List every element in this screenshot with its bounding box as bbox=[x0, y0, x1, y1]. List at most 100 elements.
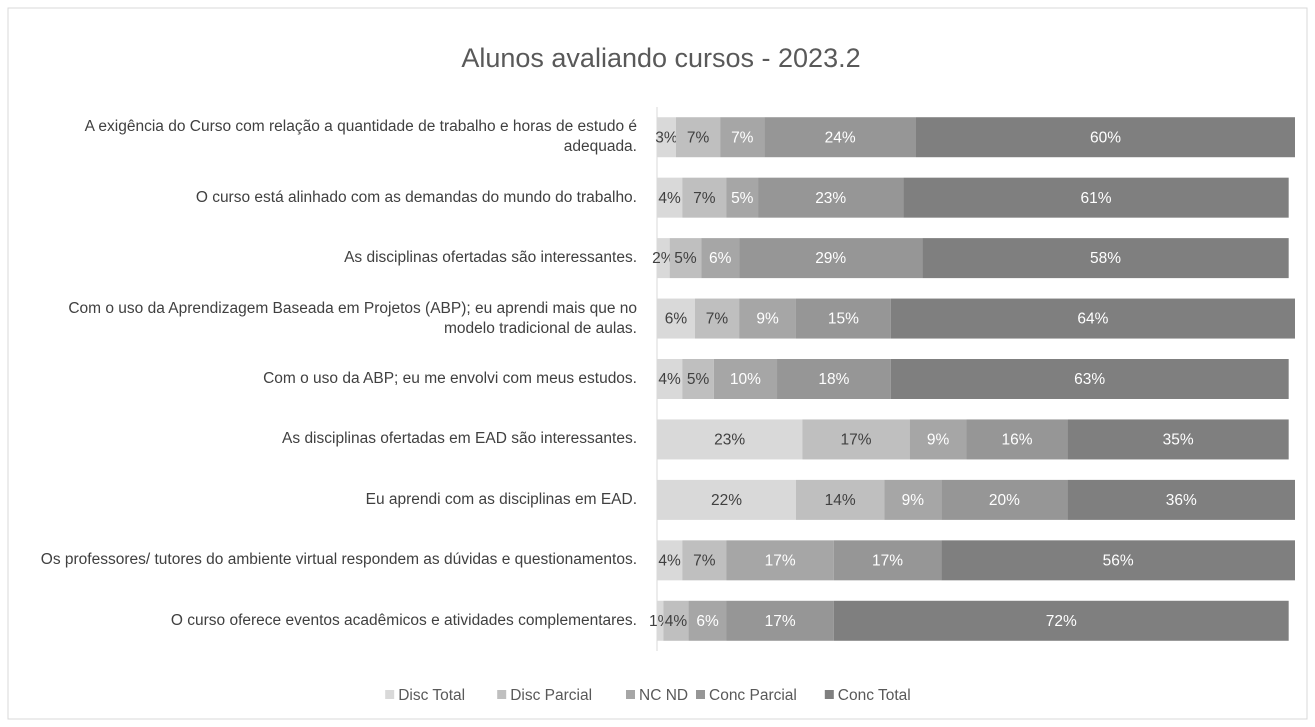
data-label: 9% bbox=[902, 492, 925, 509]
bar-segment bbox=[802, 419, 910, 460]
bar-segment bbox=[890, 298, 1295, 339]
data-label: 5% bbox=[687, 371, 710, 388]
bar-segment bbox=[657, 540, 683, 581]
bar-segment bbox=[694, 298, 740, 339]
bar-segment bbox=[657, 600, 664, 641]
data-label: 23% bbox=[815, 190, 846, 207]
data-label: 24% bbox=[825, 129, 856, 146]
bar-segment bbox=[915, 117, 1295, 158]
bar-segment bbox=[657, 298, 695, 339]
data-label: 14% bbox=[825, 492, 856, 509]
bar-segment bbox=[726, 600, 834, 641]
bar-segment bbox=[726, 540, 834, 581]
data-label: 4% bbox=[658, 552, 681, 569]
legend-swatch bbox=[626, 690, 635, 699]
bar-segment bbox=[688, 600, 727, 641]
bar-segment bbox=[720, 117, 765, 158]
data-label: 17% bbox=[765, 613, 796, 630]
data-label: 7% bbox=[693, 190, 716, 207]
data-label: 72% bbox=[1046, 613, 1077, 630]
data-label: 18% bbox=[818, 371, 849, 388]
bar-segment bbox=[758, 177, 904, 218]
bar-segment bbox=[713, 359, 778, 399]
bar-segment bbox=[966, 419, 1068, 460]
legend-swatch bbox=[696, 690, 705, 699]
bar-segment bbox=[657, 419, 803, 460]
category-label: O curso oferece eventos acadêmicos e ati… bbox=[170, 611, 637, 629]
data-label: 5% bbox=[674, 250, 697, 267]
bar-segment bbox=[833, 600, 1289, 641]
legend-swatch bbox=[385, 690, 395, 699]
bar-segment bbox=[682, 540, 727, 581]
data-label: 9% bbox=[756, 311, 779, 328]
data-label: 3% bbox=[655, 129, 678, 146]
category-label: As disciplinas ofertadas são interessant… bbox=[344, 249, 637, 267]
data-label: 56% bbox=[1103, 552, 1134, 569]
data-label: 15% bbox=[828, 311, 859, 328]
data-label: 58% bbox=[1090, 250, 1121, 267]
legend-label: Disc Parcial bbox=[510, 687, 592, 704]
category-label: Eu aprendi com as disciplinas em EAD. bbox=[365, 490, 637, 508]
bar-segment bbox=[657, 117, 676, 158]
legend-swatch bbox=[497, 690, 507, 699]
data-label: 22% bbox=[711, 492, 742, 509]
bar-segment bbox=[777, 359, 891, 399]
bar-segment bbox=[941, 479, 1068, 520]
bar-segment bbox=[909, 419, 967, 460]
bar-segment bbox=[682, 359, 714, 399]
category-label: Os professores/ tutores do ambiente virt… bbox=[40, 551, 637, 569]
data-label: 4% bbox=[658, 371, 681, 388]
bar-segment bbox=[682, 177, 727, 218]
bar-segment bbox=[657, 238, 670, 279]
data-label: 61% bbox=[1081, 190, 1112, 207]
bar-segment bbox=[764, 117, 916, 158]
bar-segment bbox=[663, 600, 689, 641]
category-label: Com o uso da Aprendizagem Baseada em Pro… bbox=[68, 299, 637, 337]
category-label: A exigência do Curso com relação a quant… bbox=[84, 118, 637, 156]
data-label: 20% bbox=[989, 492, 1020, 509]
bar-segment bbox=[903, 177, 1289, 218]
data-label: 63% bbox=[1074, 371, 1105, 388]
legend-label: Conc Total bbox=[838, 687, 911, 704]
data-label: 7% bbox=[693, 552, 716, 569]
data-label: 16% bbox=[1002, 432, 1033, 449]
legend-label: Conc Parcial bbox=[709, 687, 797, 704]
data-label: 36% bbox=[1166, 492, 1197, 509]
bar-segment bbox=[701, 238, 740, 279]
data-label: 29% bbox=[815, 250, 846, 267]
data-label: 4% bbox=[658, 190, 681, 207]
bar-segment bbox=[795, 298, 891, 339]
bar-segment bbox=[884, 479, 942, 520]
bar-segment bbox=[657, 359, 683, 399]
data-label: 64% bbox=[1077, 311, 1108, 328]
bar-segment bbox=[657, 177, 683, 218]
bar-segment bbox=[833, 540, 942, 581]
data-label: 2% bbox=[652, 250, 675, 267]
data-label: 7% bbox=[706, 311, 729, 328]
data-label: 6% bbox=[696, 613, 719, 630]
data-label: 23% bbox=[714, 432, 745, 449]
bar-segment bbox=[657, 479, 796, 520]
bar-segment bbox=[675, 117, 721, 158]
data-label: 17% bbox=[765, 552, 796, 569]
bar-segment bbox=[890, 359, 1289, 399]
bar-segment bbox=[1067, 479, 1295, 520]
bar-segment bbox=[941, 540, 1295, 581]
data-label: 17% bbox=[840, 432, 871, 449]
data-label: 5% bbox=[731, 190, 754, 207]
legend-swatch bbox=[824, 690, 834, 699]
category-label: Com o uso da ABP; eu me envolvi com meus… bbox=[263, 370, 637, 387]
bar-segment bbox=[1067, 419, 1289, 460]
data-label: 7% bbox=[687, 129, 710, 146]
data-label: 17% bbox=[872, 552, 903, 569]
bar-segment bbox=[795, 479, 885, 520]
category-label: As disciplinas ofertadas em EAD são inte… bbox=[282, 430, 637, 448]
bar-segment bbox=[739, 238, 923, 279]
bar-segment bbox=[726, 177, 759, 218]
bar-segment bbox=[669, 238, 702, 279]
bar-segment bbox=[739, 298, 796, 339]
data-label: 9% bbox=[927, 432, 950, 449]
data-label: 60% bbox=[1090, 129, 1121, 146]
